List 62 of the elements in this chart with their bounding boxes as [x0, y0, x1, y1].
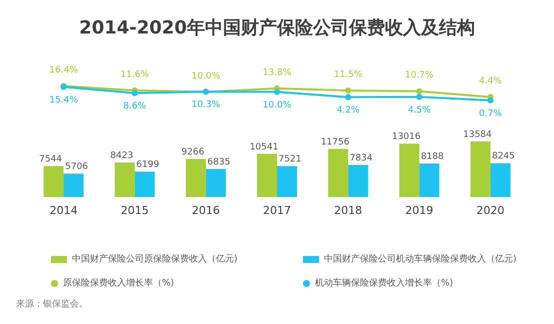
x-tick-label: 2014 [50, 204, 78, 217]
point [274, 88, 280, 95]
data-label: 11.6% [120, 70, 150, 80]
data-label: 10.0% [192, 71, 221, 82]
data-label: 10.7% [404, 70, 434, 81]
data-label: 10541 [250, 142, 278, 152]
bar [490, 163, 510, 197]
bar [114, 162, 135, 197]
legend-label: 中国财产保险公司原保险保费收入（亿元) [72, 254, 238, 264]
point [345, 94, 352, 100]
chart-title: 2014-2020年中国财产保险公司保费收入及结构 [79, 18, 475, 38]
data-label: 13.8% [262, 68, 292, 78]
data-label: 6835 [207, 158, 230, 168]
data-label: 8.6% [123, 102, 147, 112]
data-label: 8423 [110, 150, 134, 161]
bar [348, 164, 368, 197]
data-label: 11756 [320, 137, 350, 148]
legend-label: 原保险保费收入增长率（%) [63, 278, 174, 288]
bar [399, 144, 420, 197]
x-tick-label: 2018 [334, 204, 362, 217]
bar [64, 174, 84, 197]
data-label: 13016 [392, 132, 421, 142]
bar [206, 169, 226, 197]
point [416, 88, 422, 94]
data-label: 11.5% [334, 70, 363, 80]
point [132, 90, 138, 96]
data-label: 5706 [65, 162, 88, 172]
data-label: 0.7% [478, 108, 502, 119]
bar [419, 163, 440, 197]
x-tick-label: 2019 [405, 204, 434, 217]
data-label: 13584 [463, 130, 492, 140]
data-label: 10.0% [262, 100, 292, 110]
data-label: 4.2% [336, 106, 360, 116]
data-label: 4.4% [478, 76, 502, 86]
x-tick-label: 2016 [192, 204, 220, 217]
bar [134, 172, 155, 197]
point [487, 97, 494, 104]
data-label: 4.5% [408, 105, 432, 116]
source-note: 来源：银保监会。 [16, 298, 88, 310]
data-label: 16.4% [49, 66, 78, 76]
point [416, 94, 422, 100]
data-label: 15.4% [49, 95, 78, 106]
data-label: 9266 [181, 148, 205, 158]
bar [257, 154, 277, 197]
legend-label: 中国财产保险公司机动车辆保险保费收入（亿元) [324, 254, 517, 264]
data-label: 7834 [350, 153, 373, 164]
bar [470, 141, 490, 197]
legend-label: 机动车辆保险保费收入增长率（%) [315, 278, 454, 288]
data-label: 10.3% [192, 100, 221, 110]
data-label: 7521 [278, 154, 302, 165]
x-tick-label: 2017 [263, 204, 291, 217]
x-tick-label: 2015 [120, 204, 149, 217]
data-label: 7544 [39, 154, 62, 165]
bar [44, 166, 64, 197]
bar [328, 148, 348, 197]
data-label: 6199 [136, 160, 160, 170]
bar [186, 159, 206, 197]
x-tick-label: 2020 [476, 204, 504, 217]
data-label: 8245 [492, 152, 515, 162]
bar [277, 166, 297, 197]
point [345, 87, 352, 94]
data-label: 8188 [420, 152, 444, 162]
